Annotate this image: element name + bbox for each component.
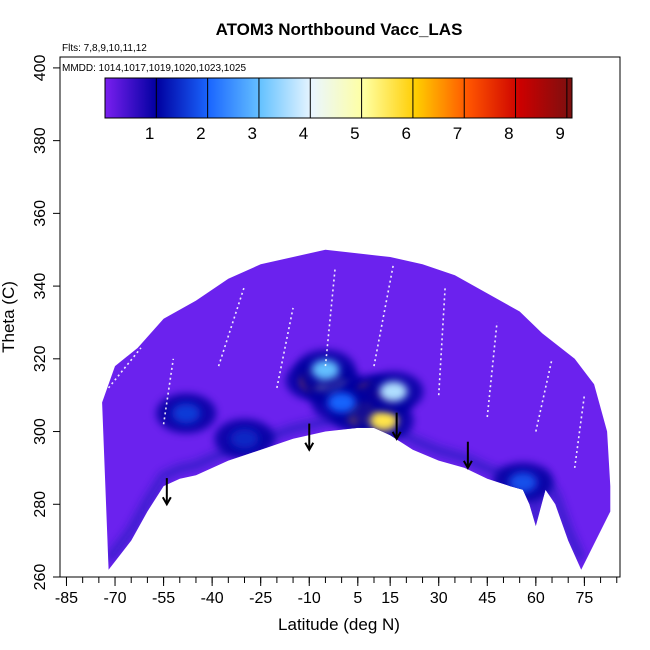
flight-track xyxy=(324,267,336,367)
colorbar-tick-label: 7 xyxy=(453,124,462,143)
x-tick-label: -25 xyxy=(249,590,272,607)
hotspot xyxy=(214,418,275,459)
x-axis: -85 -70 -55 -40 -25 -10 5 15 30 45 60 75 xyxy=(55,576,620,607)
colorbar-ticks: 1 2 3 4 5 6 7 8 9 xyxy=(145,78,568,143)
x-tick-label: 75 xyxy=(575,590,593,607)
y-tick-label: 280 xyxy=(32,491,49,518)
hotspot xyxy=(311,382,372,423)
down-arrow xyxy=(304,423,315,452)
colorbar-tick-label: 3 xyxy=(247,124,256,143)
y-axis-label: Theta (C) xyxy=(0,281,18,353)
x-tick-label: -85 xyxy=(55,590,78,607)
x-tick-label: 45 xyxy=(478,590,496,607)
x-tick-label: -10 xyxy=(298,590,321,607)
y-axis: 260 280 300 320 340 360 380 400 xyxy=(32,54,61,591)
hotspot-core xyxy=(508,472,537,493)
hotspot-core xyxy=(172,403,201,424)
flight-track xyxy=(573,395,586,469)
arrow-head xyxy=(161,496,172,507)
colorbar-tick-label: 6 xyxy=(401,124,410,143)
hotspot xyxy=(156,393,217,434)
colorbar-rect xyxy=(104,77,573,119)
colorbar-tick-label: 8 xyxy=(504,124,513,143)
hotspot-core xyxy=(230,428,259,449)
down-arrow xyxy=(391,412,402,441)
y-tick-label: 380 xyxy=(32,127,49,154)
down-arrow xyxy=(161,478,172,507)
arrow-head xyxy=(462,460,473,470)
flight-track-layer xyxy=(107,264,586,469)
hotspot xyxy=(363,371,424,412)
colorbar-tick-label: 9 xyxy=(555,124,564,143)
x-tick-label: 60 xyxy=(527,590,545,607)
hotspot-layer xyxy=(104,349,586,563)
flight-track xyxy=(107,347,142,389)
x-tick-label: 15 xyxy=(381,590,399,607)
colorbar-tick-label: 2 xyxy=(196,124,205,143)
y-tick-label: 300 xyxy=(32,418,49,445)
flight-track xyxy=(162,358,175,425)
colorbar-tick-label: 1 xyxy=(145,124,154,143)
arrow-head xyxy=(304,442,315,452)
hotspot-core xyxy=(327,392,356,413)
flight-track xyxy=(486,322,498,418)
hotspot-core xyxy=(369,410,398,431)
hotspot-core xyxy=(379,381,408,402)
down-arrow xyxy=(462,441,473,470)
x-tick-label: -55 xyxy=(152,590,175,607)
x-axis-label: Latitude (deg N) xyxy=(278,615,400,634)
hotspot-core xyxy=(311,359,340,380)
flight-track xyxy=(437,286,447,396)
hotspot xyxy=(295,349,356,390)
x-tick-label: 30 xyxy=(430,590,448,607)
y-tick-label: 340 xyxy=(32,273,49,300)
flight-track xyxy=(217,285,246,367)
flights-note: Flts: 7,8,9,10,11,12 xyxy=(62,43,147,54)
y-tick-label: 320 xyxy=(32,345,49,372)
x-tick-label: -40 xyxy=(201,590,224,607)
flight-track xyxy=(373,264,395,367)
colorbar: 1 2 3 4 5 6 7 8 9 xyxy=(104,77,573,143)
hotspot xyxy=(492,462,553,503)
y-tick-label: 260 xyxy=(32,564,49,591)
x-tick-label: -70 xyxy=(103,590,126,607)
flight-track xyxy=(276,307,294,389)
chart-title: ATOM3 Northbound Vacc_LAS xyxy=(216,20,463,39)
y-tick-label: 360 xyxy=(32,200,49,227)
heatmap-field xyxy=(102,249,611,570)
y-tick-label: 400 xyxy=(32,54,49,81)
arrow-layer xyxy=(161,412,473,507)
colorbar-tick-label: 4 xyxy=(299,124,308,143)
x-tick-label: 5 xyxy=(353,590,362,607)
arrow-head xyxy=(391,431,402,441)
colorbar-tick-label: 5 xyxy=(350,124,359,143)
dates-note: MMDD: 1014,1017,1019,1020,1023,1025 xyxy=(62,63,246,74)
